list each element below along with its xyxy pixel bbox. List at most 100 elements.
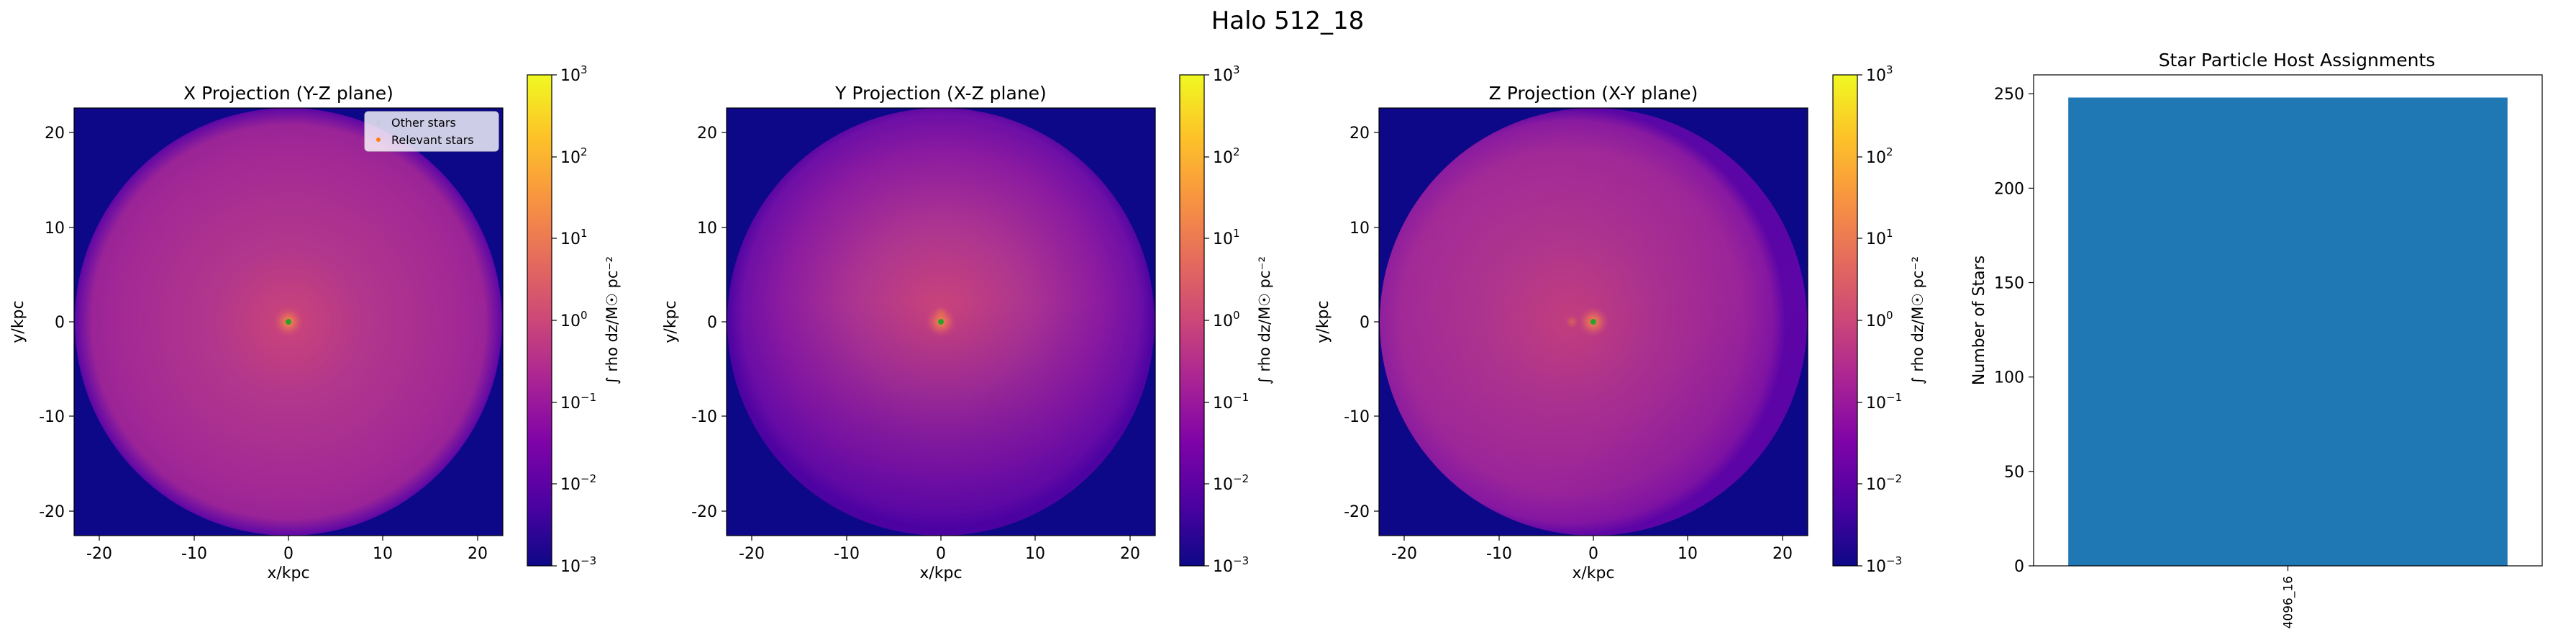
colorbar-label: ∫ rho dz/M☉ pc⁻²: [604, 256, 621, 384]
axes-frame: [2033, 74, 2543, 567]
colorbar-tick-label: 10−1: [1866, 391, 1902, 413]
x-axis-label: x/kpc: [1572, 564, 1614, 582]
y-tick-label: 150: [1994, 275, 2024, 293]
x-tick-label: -10: [1486, 545, 1512, 563]
panel-z-projection: Z Projection (X-Y plane) -20 -10 0 10 20: [1314, 63, 1926, 582]
x-tick-label: 10: [1678, 545, 1698, 563]
x-ticks: -20 -10 0 10 20: [1391, 536, 1793, 563]
y-ticks: -20 -10 0 10 20: [1344, 125, 1379, 521]
colorbar-tick-label: 10−1: [560, 391, 596, 413]
colorbar-tick-label: 10−3: [1213, 554, 1249, 576]
x-tick-label: -20: [86, 545, 112, 563]
y-axis-label: y/kpc: [662, 300, 680, 343]
x-tick-label: 20: [468, 545, 488, 563]
colorbar-tick-label: 10−3: [1866, 554, 1902, 576]
colorbar: 103 102 101 100 10−1 10−2 10−3 ∫ rho dz/…: [1832, 63, 1926, 576]
colorbar-tick-label: 103: [1866, 63, 1893, 85]
halo-center-marker: [1590, 319, 1596, 325]
y-ticks: -20 -10 0 10 20: [39, 125, 74, 521]
panel-y-projection: Y Projection (X-Z plane) -20 -10 0 10 20: [662, 63, 1273, 582]
colorbar-tick-label: 102: [1213, 145, 1240, 167]
colorbar-tick-label: 10−2: [1213, 472, 1249, 494]
y-tick-label: -10: [1344, 408, 1370, 426]
x-tick-label: 0: [283, 545, 293, 563]
colorbar-tick-label: 102: [1866, 145, 1893, 167]
colorbar: 103 102 101 100 10−1 10−2 10−3 ∫ rho dz/…: [1179, 63, 1273, 576]
colorbar-gradient: [1832, 74, 1858, 567]
colorbar-tick-label: 101: [560, 227, 588, 248]
x-tick-label: -10: [181, 545, 207, 563]
x-axis-label: x/kpc: [919, 564, 962, 582]
panel-x-projection: X Projection (Y-Z plane) -20 -10 0 10 20: [9, 63, 621, 582]
y-tick-label: -20: [691, 503, 717, 521]
y-tick-label: 0: [55, 314, 65, 332]
legend-label: Other stars: [391, 116, 456, 130]
panel-title: Z Projection (X-Y plane): [1489, 83, 1698, 104]
legend-marker-other-stars: [376, 120, 381, 125]
y-tick-label: 0: [1360, 314, 1370, 332]
x-axis-label: x/kpc: [267, 564, 309, 582]
colorbar-tick-label: 10−2: [1866, 472, 1902, 494]
bar-chart-marks: 4096_16 0 50 100 150 200 250: [1994, 86, 2508, 628]
y-axis-label: y/kpc: [1314, 300, 1332, 343]
y-ticks: -20 -10 0 10 20: [691, 125, 727, 521]
legend-marker-relevant-stars: [376, 138, 381, 142]
y-tick-label: 20: [697, 125, 717, 143]
x-tick-label: 0: [1588, 545, 1598, 563]
colorbar-tick-label: 101: [1866, 227, 1893, 248]
colorbar-label: ∫ rho dz/M☉ pc⁻²: [1909, 256, 1926, 384]
y-tick-label: -10: [691, 408, 717, 426]
x-ticks: -20 -10 0 10 20: [86, 536, 488, 563]
colorbar-label: ∫ rho dz/M☉ pc⁻²: [1256, 256, 1273, 384]
panel-title: X Projection (Y-Z plane): [183, 83, 393, 104]
x-ticks: -20 -10 0 10 20: [739, 536, 1140, 563]
x-tick-label: 20: [1772, 545, 1793, 563]
y-tick-label: 20: [1350, 125, 1370, 143]
legend-box: [364, 111, 499, 152]
colorbar-tick-label: 100: [1866, 309, 1893, 330]
x-tick-label: -10: [834, 545, 860, 563]
x-tick-label: 10: [373, 545, 393, 563]
y-tick-label: 50: [2004, 464, 2024, 482]
colorbar-tick-label: 100: [1213, 309, 1240, 330]
colorbar-tick-label: 10−3: [560, 554, 596, 576]
y-axis-label: y/kpc: [9, 300, 27, 343]
colorbar-tick-label: 103: [560, 63, 588, 85]
legend-label: Relevant stars: [391, 133, 474, 147]
halo-center-marker: [286, 319, 291, 325]
colorbar-tick-label: 103: [1213, 63, 1240, 85]
y-tick-label: 20: [45, 125, 65, 143]
y-tick-label: -10: [39, 408, 65, 426]
y-tick-label: -20: [39, 503, 65, 521]
y-tick-label: 200: [1994, 180, 2024, 198]
colorbar: 103 102 101 100 10−1 10−2 10−3 ∫ rho dz/…: [527, 63, 621, 576]
x-tick-label: -20: [739, 545, 765, 563]
halo-center-marker: [938, 319, 944, 325]
y-tick-label: 10: [697, 220, 717, 238]
colorbar-tick-label: 10−1: [1213, 391, 1249, 413]
x-tick-label: 4096_16: [2282, 576, 2296, 628]
colorbar-tick-label: 101: [1213, 227, 1240, 248]
figure-suptitle: Halo 512_18: [1211, 6, 1365, 35]
y-tick-label: -20: [1344, 503, 1370, 521]
colorbar-gradient: [527, 74, 552, 567]
legend: Other stars Relevant stars: [364, 111, 499, 152]
y-tick-label: 10: [1350, 220, 1370, 238]
bar: [2068, 97, 2508, 566]
x-tick-label: 0: [936, 545, 946, 563]
colorbar-gradient: [1179, 74, 1205, 567]
y-tick-label: 100: [1994, 369, 2024, 387]
y-tick-label: 10: [45, 220, 65, 238]
y-tick-label: 0: [2014, 558, 2024, 576]
y-axis-label: Number of Stars: [1970, 256, 1988, 385]
colorbar-tick-label: 102: [560, 145, 588, 167]
y-tick-label: 0: [707, 314, 717, 332]
panel-title: Star Particle Host Assignments: [2159, 50, 2436, 71]
panel-host-assignments: Star Particle Host Assignments 4096_16 0 5…: [1970, 50, 2543, 628]
x-tick-label: -20: [1391, 545, 1417, 563]
x-tick-label: 20: [1120, 545, 1140, 563]
colorbar-tick-label: 100: [560, 309, 588, 330]
panel-title: Y Projection (X-Z plane): [834, 83, 1047, 104]
y-tick-label: 250: [1994, 86, 2024, 104]
